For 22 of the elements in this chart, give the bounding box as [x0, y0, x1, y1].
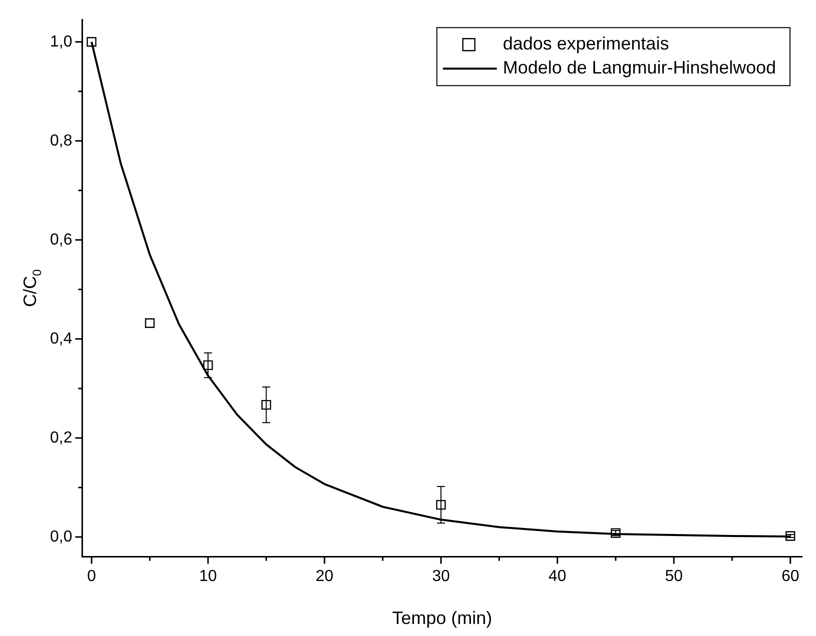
y-tick-label: 0,6 — [50, 231, 72, 248]
x-tick-label: 30 — [432, 568, 450, 585]
x-tick-label: 10 — [199, 568, 218, 585]
point — [86, 37, 96, 47]
y-tick-label: 0,8 — [50, 132, 72, 150]
x-tick-label: 0 — [87, 568, 96, 585]
point — [203, 360, 213, 370]
y-tick-label: 0,0 — [50, 528, 72, 546]
y-tick-label: 0,2 — [50, 429, 72, 446]
legend-label: dados experimentais — [502, 34, 669, 54]
x-tick-label: 60 — [781, 568, 800, 585]
x-tick-label: 20 — [316, 568, 334, 585]
x-tick-label: 50 — [664, 568, 683, 585]
x-tick-label: 40 — [548, 568, 566, 585]
x-axis-title: Tempo (min) — [392, 608, 492, 628]
legend-label: Modelo de Langmuir-Hinshelwood — [502, 58, 776, 78]
y-tick-label: 0,4 — [50, 330, 72, 348]
point — [436, 500, 446, 510]
y-axis-title: C/C0 — [20, 269, 44, 308]
y-tick-label: 1,0 — [50, 33, 72, 50]
point — [144, 318, 155, 328]
point — [261, 400, 272, 410]
